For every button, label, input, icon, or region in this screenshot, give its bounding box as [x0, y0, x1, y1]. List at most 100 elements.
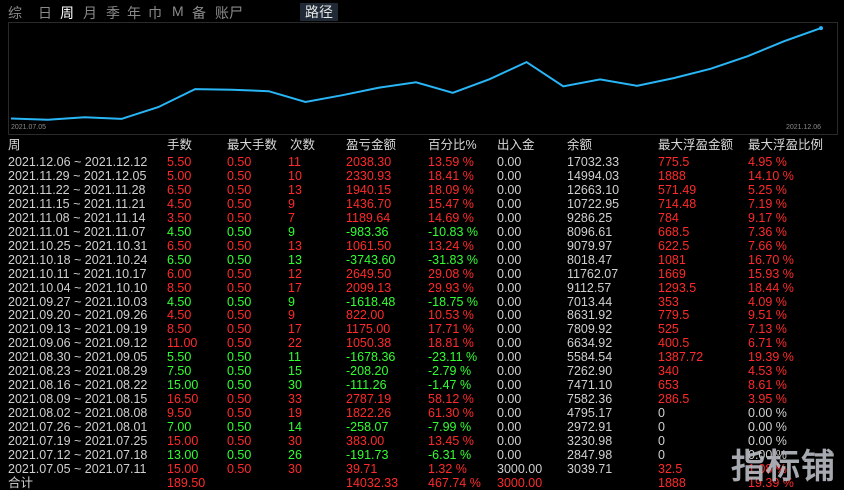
- cell-count: 19: [288, 406, 302, 421]
- cell-max-lots: 0.50: [227, 364, 252, 379]
- cell-balance: 17032.33: [567, 155, 620, 169]
- tab-quarter[interactable]: 季: [106, 5, 120, 21]
- cell-max-float: 0: [658, 447, 665, 462]
- table-row[interactable]: 2021.07.19 ~ 2021.07.25 15.00 0.50 30 383.00…: [0, 434, 844, 448]
- cell-max-float-pct: 14.10 %: [748, 168, 794, 183]
- tab-summary[interactable]: 综: [8, 5, 22, 21]
- table-row[interactable]: 2021.07.12 ~ 2021.07.18 13.00 0.50 26 -191.7…: [0, 448, 844, 462]
- cell-balance: 8096.61: [567, 224, 613, 239]
- header-balance[interactable]: 余额: [567, 138, 593, 152]
- header-pnl[interactable]: 盈亏金额: [346, 138, 397, 152]
- tab-route[interactable]: 路径: [300, 3, 338, 21]
- cell-pct: 13.59 %: [428, 155, 474, 169]
- tab-month[interactable]: 月: [83, 5, 97, 21]
- cell-pct: 13.24 %: [428, 238, 474, 253]
- cell-io: 0.00: [497, 168, 522, 183]
- cell-max-float-pct: 5.25 %: [748, 182, 787, 197]
- header-period[interactable]: 周: [8, 138, 21, 152]
- cell-lots: 5.50: [167, 155, 192, 169]
- cell-max-float-pct: 8.61 %: [748, 378, 787, 393]
- cell-count: 26: [288, 447, 302, 462]
- balance-chart: 2021.07.05 2021.12.06: [8, 22, 838, 135]
- tab-week[interactable]: 周: [60, 5, 74, 21]
- cell-balance: 6634.92: [567, 336, 613, 351]
- cell-count: 13: [288, 182, 302, 197]
- table-row[interactable]: 2021.09.06 ~ 2021.09.12 11.00 0.50 22 1050.3…: [0, 336, 844, 350]
- cell-balance: 9079.97: [567, 238, 613, 253]
- header-max-float[interactable]: 最大浮盈金额: [658, 138, 734, 152]
- table-row[interactable]: 2021.10.11 ~ 2021.10.17 6.00 0.50 12 2649.50…: [0, 267, 844, 281]
- tab-year[interactable]: 年: [127, 5, 141, 21]
- table-row[interactable]: 2021.07.05 ~ 2021.07.11 15.00 0.50 30 39.71 1…: [0, 462, 844, 476]
- cell-max-lots: 0.50: [227, 434, 252, 448]
- cell-balance: 7471.10: [567, 378, 613, 393]
- table-row[interactable]: 2021.08.30 ~ 2021.09.05 5.50 0.50 11 -1678.3…: [0, 350, 844, 364]
- cell-pct: 58.12 %: [428, 392, 474, 407]
- cell-count: 12: [288, 266, 302, 281]
- table-row[interactable]: 2021.08.23 ~ 2021.08.29 7.50 0.50 15 -208.20…: [0, 364, 844, 378]
- total-label: 合计: [8, 475, 34, 490]
- cell-io: 3000.00: [497, 461, 543, 476]
- cell-lots: 15.00: [167, 378, 199, 393]
- tab-m[interactable]: M: [172, 3, 184, 19]
- header-max-float-pct[interactable]: 最大浮盈比例: [748, 138, 824, 152]
- cell-pnl: 1940.15: [346, 182, 392, 197]
- table-row[interactable]: 2021.10.25 ~ 2021.10.31 6.50 0.50 13 1061.50…: [0, 239, 844, 253]
- table-row[interactable]: 2021.09.27 ~ 2021.10.03 4.50 0.50 9 -1618.48…: [0, 295, 844, 309]
- cell-max-lots: 0.50: [227, 461, 252, 476]
- cell-period: 2021.10.18 ~ 2021.10.24: [8, 252, 148, 267]
- cell-balance: 9112.57: [567, 280, 612, 295]
- cell-io: 0.00: [497, 155, 522, 169]
- cell-max-float: 0: [658, 434, 665, 448]
- cell-pnl: -191.73: [346, 447, 389, 462]
- cell-lots: 16.50: [167, 392, 199, 407]
- table-row[interactable]: 2021.10.18 ~ 2021.10.24 6.50 0.50 13 -3743.6…: [0, 253, 844, 267]
- cell-count: 9: [288, 196, 295, 211]
- table-row[interactable]: 2021.11.15 ~ 2021.11.21 4.50 0.50 9 1436.70 1…: [0, 197, 844, 211]
- header-io[interactable]: 出入金: [497, 138, 535, 152]
- cell-lots: 6.00: [167, 266, 192, 281]
- cell-max-float-pct: 4.95 %: [748, 155, 787, 169]
- header-count[interactable]: 次数: [290, 138, 316, 152]
- tab-note[interactable]: 备: [192, 5, 206, 21]
- table-row[interactable]: 2021.08.02 ~ 2021.08.08 9.50 0.50 19 1822.26…: [0, 406, 844, 420]
- cell-io: 0.00: [497, 434, 522, 448]
- cell-max-lots: 0.50: [227, 155, 252, 169]
- cell-max-float-pct: 7.36 %: [748, 224, 787, 239]
- tab-account[interactable]: 账尸: [215, 5, 243, 21]
- cell-pct: 17.71 %: [428, 322, 474, 337]
- cell-max-lots: 0.50: [227, 280, 252, 295]
- cell-lots: 3.50: [167, 210, 192, 225]
- table-row[interactable]: 2021.11.08 ~ 2021.11.14 3.50 0.50 7 1189.64 1…: [0, 211, 844, 225]
- cell-max-float: 400.5: [658, 336, 690, 351]
- table-row[interactable]: 2021.11.01 ~ 2021.11.07 4.50 0.50 9 -983.36 -…: [0, 225, 844, 239]
- table-row[interactable]: 2021.11.22 ~ 2021.11.28 6.50 0.50 13 1940.15…: [0, 183, 844, 197]
- cell-lots: 7.50: [167, 364, 192, 379]
- cell-count: 9: [288, 224, 295, 239]
- cell-max-lots: 0.50: [227, 182, 252, 197]
- cell-max-float: 32.5: [658, 461, 683, 476]
- cell-max-float: 0: [658, 420, 665, 435]
- cell-pnl: 1050.38: [346, 336, 392, 351]
- tab-day[interactable]: 日: [38, 5, 52, 21]
- balance-end-point: [819, 26, 823, 31]
- table-row[interactable]: 2021.08.16 ~ 2021.08.22 15.00 0.50 30 -111.2…: [0, 378, 844, 392]
- header-lots[interactable]: 手数: [167, 138, 193, 152]
- header-pct[interactable]: 百分比%: [428, 138, 477, 152]
- table-row[interactable]: 2021.12.06 ~ 2021.12.12 5.50 0.50 11 2038.30…: [0, 155, 844, 169]
- tab-symbol[interactable]: 巾: [148, 5, 162, 21]
- cell-count: 13: [288, 252, 302, 267]
- cell-max-float-pct: 19.39 %: [748, 350, 794, 365]
- period-tabs: 综 日 周 月 季 年 巾 M 备 账尸 路径: [0, 0, 844, 22]
- cell-max-float: 622.5: [658, 238, 690, 253]
- cell-period: 2021.08.30 ~ 2021.09.05: [8, 350, 148, 365]
- table-row[interactable]: 2021.08.09 ~ 2021.08.15 16.50 0.50 33 2787.1…: [0, 392, 844, 406]
- table-row[interactable]: 2021.09.20 ~ 2021.09.26 4.50 0.50 9 822.00 10…: [0, 308, 844, 322]
- cell-count: 10: [288, 168, 302, 183]
- table-row[interactable]: 2021.09.13 ~ 2021.09.19 8.50 0.50 17 1175.00…: [0, 322, 844, 336]
- cell-period: 2021.09.20 ~ 2021.09.26: [8, 308, 148, 323]
- table-row[interactable]: 2021.07.26 ~ 2021.08.01 7.00 0.50 14 -258.07…: [0, 420, 844, 434]
- table-row[interactable]: 2021.11.29 ~ 2021.12.05 5.00 0.50 10 2330.93…: [0, 169, 844, 183]
- header-max-lots[interactable]: 最大手数: [227, 138, 278, 152]
- table-row[interactable]: 2021.10.04 ~ 2021.10.10 8.50 0.50 17 2099.13…: [0, 281, 844, 295]
